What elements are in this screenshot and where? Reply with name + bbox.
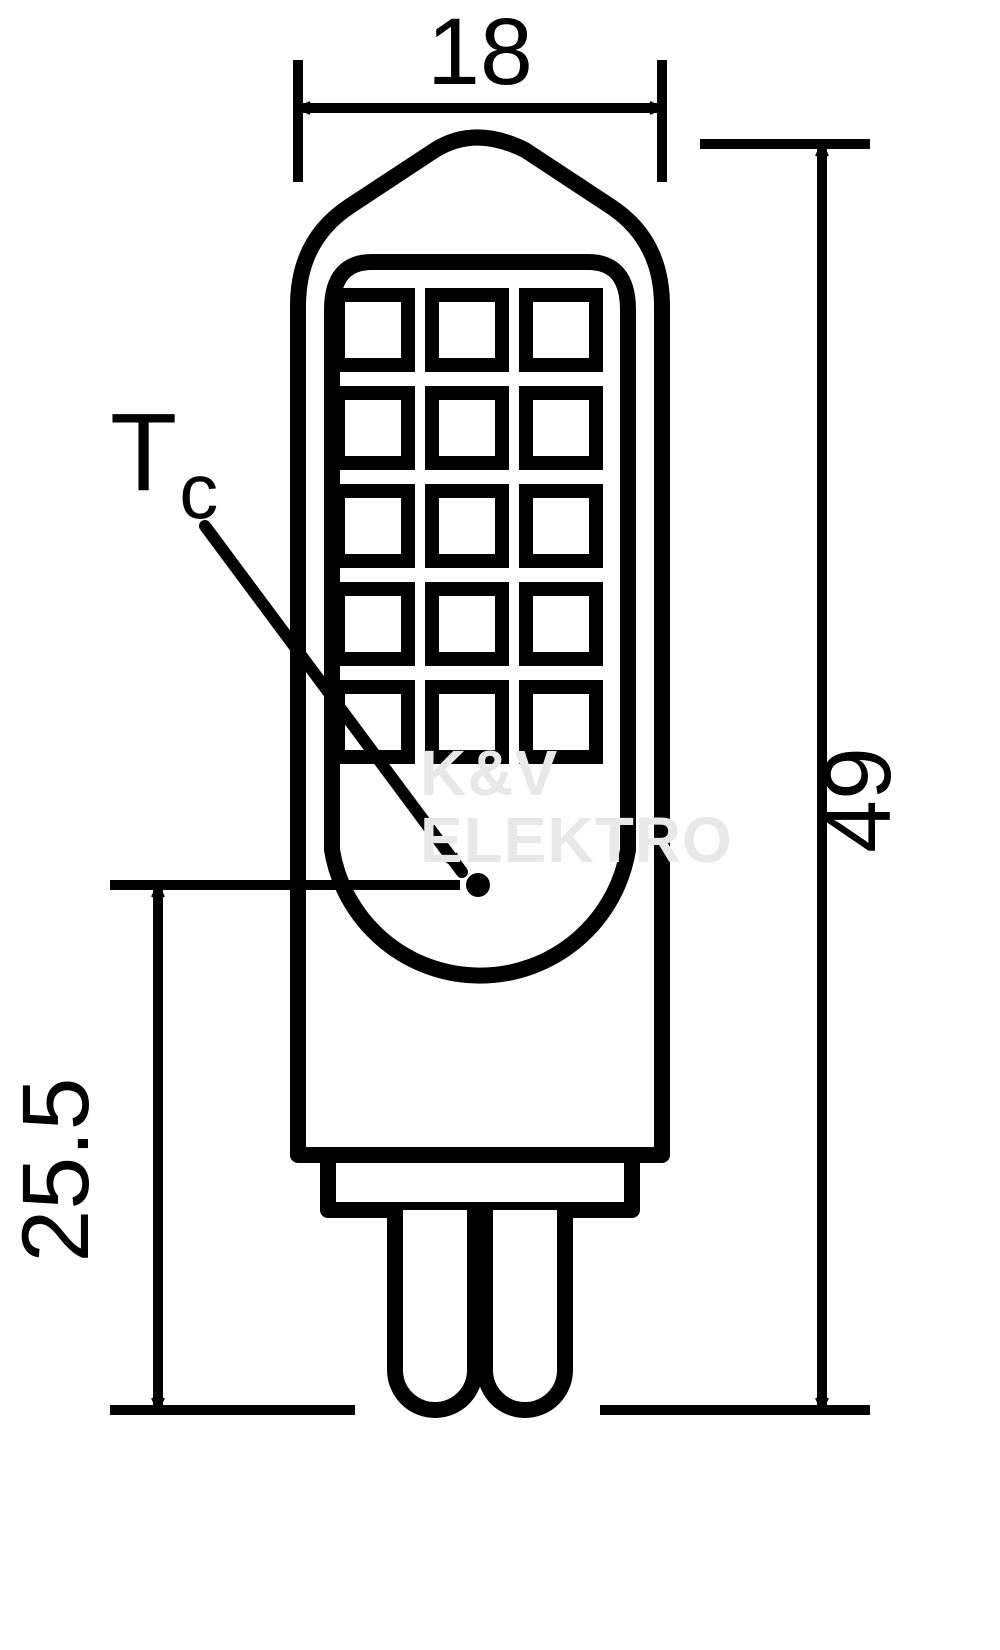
led-cell [338, 491, 408, 561]
led-cell [432, 393, 502, 463]
led-cell [338, 589, 408, 659]
led-cell [526, 491, 596, 561]
led-cell [338, 393, 408, 463]
lamp-pin-right [485, 1210, 565, 1410]
dim-tc-height-label: 25.5 [3, 1078, 109, 1263]
dim-width-label: 18 [427, 0, 533, 105]
led-cell [526, 393, 596, 463]
technical-drawing-svg: 18 49 25.5 Tc [0, 0, 1000, 1650]
tc-label: Tc [110, 391, 218, 535]
led-cell [526, 295, 596, 365]
led-cell [432, 687, 502, 757]
led-cell [338, 295, 408, 365]
dim-height-label: 49 [805, 747, 911, 853]
diagram-stage: K&V ELEKTRO 18 [0, 0, 1000, 1650]
lamp-base-step [328, 1155, 632, 1210]
led-cell [526, 589, 596, 659]
tc-label-main: T [110, 391, 177, 514]
tc-label-sub: c [179, 447, 218, 535]
tc-point [466, 873, 490, 897]
led-cell [432, 589, 502, 659]
led-cell [432, 491, 502, 561]
led-cell [432, 295, 502, 365]
led-grid [338, 295, 596, 757]
led-cell [526, 687, 596, 757]
lamp-pin-left [395, 1210, 475, 1410]
